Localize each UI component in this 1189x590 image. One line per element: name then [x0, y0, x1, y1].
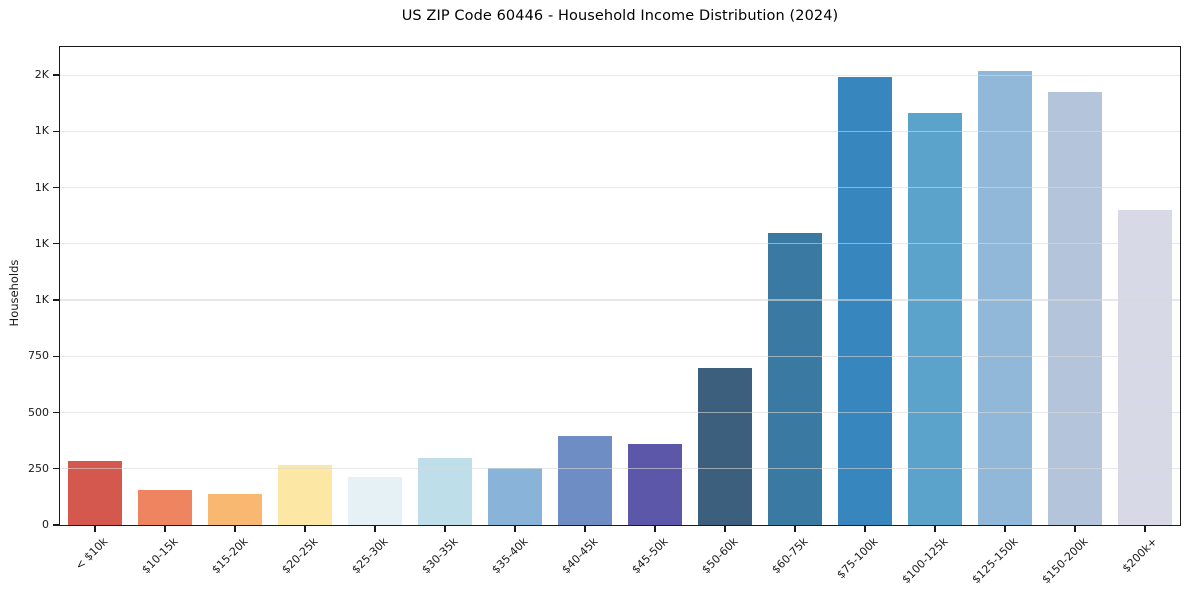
x-axis-tick	[724, 526, 726, 532]
x-axis-tick	[444, 526, 446, 532]
y-tick-label: 1K	[34, 180, 49, 194]
x-axis-tick	[794, 526, 796, 532]
x-tick-label: $150-200k	[1039, 535, 1091, 587]
y-axis-tick	[53, 243, 59, 245]
x-tick-label: $35-40k	[488, 535, 531, 577]
x-tick-label: $15-20k	[208, 535, 251, 577]
x-axis-tick	[1144, 526, 1146, 532]
x-tick-label: $75-100k	[833, 535, 881, 582]
y-axis-tick	[53, 468, 59, 470]
x-tick-label: $25-30k	[348, 535, 391, 577]
bar	[1047, 92, 1103, 525]
y-tick-label: 500	[28, 405, 49, 419]
x-tick-label: $30-35k	[418, 535, 461, 577]
x-axis-tick	[654, 526, 656, 532]
y-tick-label: 750	[28, 349, 49, 363]
bar	[697, 368, 753, 525]
x-axis-tick	[934, 526, 936, 532]
x-tick-label: $200k+	[1120, 535, 1161, 576]
x-tick-label: $125-150k	[969, 535, 1021, 587]
y-axis-tick	[53, 299, 59, 301]
y-tick-label: 1K	[34, 236, 49, 250]
y-axis-tick	[53, 74, 59, 76]
y-axis-tick	[53, 130, 59, 133]
bar	[487, 467, 543, 525]
y-tick-label: 250	[28, 461, 49, 475]
x-tick-label: $10-15k	[138, 535, 181, 577]
x-tick-label: < $10k	[72, 535, 111, 573]
plot-area: 0 250 500 750 1K 1K 1K 1K 2K < $10k $10-15k $15-20k…	[28, 46, 1181, 586]
x-tick-label: $100-125k	[899, 535, 951, 587]
x-axis-tick	[234, 526, 236, 532]
x-tick-label: $20-25k	[278, 535, 321, 577]
bar	[837, 77, 893, 525]
y-axis-title: Households	[7, 259, 21, 327]
y-axis-tick	[53, 355, 59, 357]
x-axis-tick	[864, 526, 866, 532]
bar	[907, 113, 963, 525]
chart-title: US ZIP Code 60446 - Household Income Dis…	[401, 8, 839, 24]
bar	[557, 435, 613, 525]
bar	[67, 461, 123, 525]
x-axis-tick	[374, 526, 376, 532]
x-axis-tick	[1074, 526, 1076, 532]
x-tick-label: $50-60k	[698, 535, 741, 577]
y-axis-tick	[53, 411, 59, 414]
y-axis-tick	[53, 524, 59, 526]
x-axis-tick	[164, 526, 166, 532]
bar	[417, 457, 473, 525]
y-tick-label: 1K	[34, 124, 49, 138]
x-tick-label: $60-75k	[768, 535, 811, 577]
bar	[767, 232, 823, 525]
y-tick-label: 0	[42, 518, 49, 531]
y-tick-label: 1K	[34, 293, 49, 307]
x-tick-label: $45-50k	[628, 535, 671, 577]
bar	[277, 465, 333, 525]
bar	[137, 489, 193, 525]
x-axis-tick	[94, 526, 96, 532]
y-tick-label: 2K	[34, 68, 49, 82]
bar	[207, 493, 263, 525]
bar	[977, 70, 1033, 525]
bar	[627, 443, 683, 525]
x-axis-tick	[1004, 526, 1006, 532]
bar	[347, 477, 403, 525]
y-axis-tick	[53, 186, 59, 189]
x-axis-tick	[514, 526, 516, 532]
x-tick-label: $40-45k	[558, 535, 601, 577]
x-axis-tick	[304, 526, 306, 532]
bar	[1117, 210, 1173, 525]
x-axis-tick	[584, 526, 586, 532]
